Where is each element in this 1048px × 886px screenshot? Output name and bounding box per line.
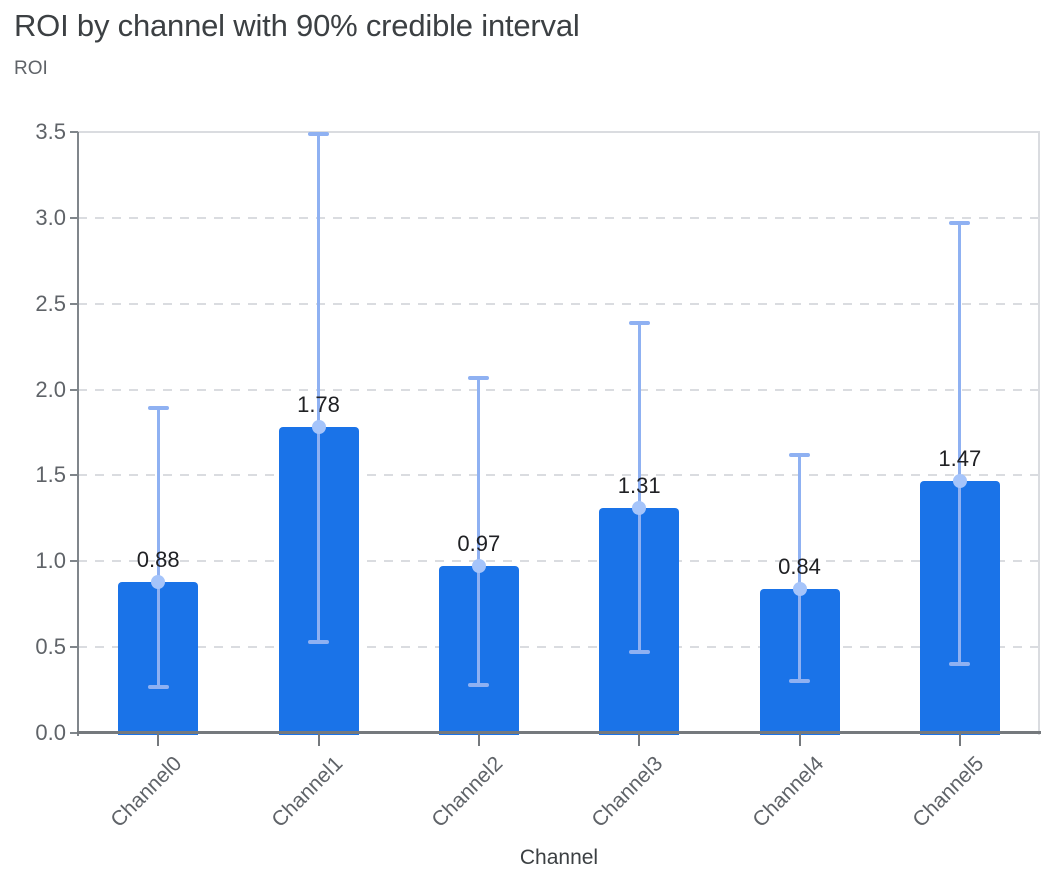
- error-bar-line: [156, 408, 160, 687]
- y-tick-mark: [70, 646, 78, 649]
- error-bar-line: [637, 322, 641, 653]
- bar-value-label: 1.78: [297, 392, 340, 418]
- error-bar-cap-bottom: [147, 684, 169, 689]
- error-bar-cap-top: [308, 131, 329, 136]
- y-tick-label: 2.5: [35, 290, 66, 316]
- error-bar-cap-bottom: [949, 662, 971, 667]
- mean-dot: [471, 559, 486, 574]
- y-tick-label: 2.0: [35, 376, 66, 402]
- error-bar-line: [317, 133, 320, 642]
- gridline: [78, 474, 1040, 477]
- y-tick-mark: [70, 302, 78, 305]
- error-bar-cap-bottom: [308, 639, 329, 644]
- gridline: [78, 560, 1040, 563]
- y-tick-mark: [70, 216, 78, 219]
- x-axis-title: Channel: [519, 846, 599, 869]
- x-tick-mark: [477, 734, 480, 746]
- chart-title: ROI by channel with 90% credible interva…: [14, 8, 580, 43]
- y-tick-label: 1.5: [35, 462, 66, 488]
- x-tick-label: Channel0: [106, 752, 187, 832]
- plot-top-border: [78, 131, 1040, 133]
- x-axis-line: [77, 731, 1041, 734]
- y-axis-line: [77, 132, 79, 736]
- x-tick-label: Channel2: [427, 752, 508, 832]
- error-bar-cap-bottom: [468, 682, 490, 687]
- mean-dot: [792, 581, 807, 596]
- y-tick-mark: [70, 474, 78, 477]
- y-tick-label: 3.5: [35, 119, 66, 144]
- gridline: [78, 646, 1040, 649]
- error-bar-line: [798, 454, 801, 682]
- x-tick-label: Channel5: [908, 752, 989, 832]
- y-tick-mark: [70, 131, 78, 133]
- error-bar-line: [477, 377, 481, 685]
- x-tick-mark: [638, 734, 641, 746]
- mean-dot: [952, 473, 967, 488]
- error-bar-cap-top: [468, 375, 490, 380]
- error-bar-cap-top: [147, 406, 169, 411]
- y-axis-title: ROI: [14, 58, 48, 79]
- y-tick-label: 0.5: [35, 634, 66, 660]
- x-tick-label: Channel3: [587, 752, 668, 832]
- plot-right-border: [1038, 132, 1040, 735]
- x-tick-label: Channel1: [266, 752, 347, 832]
- y-tick-mark: [70, 732, 78, 734]
- error-bar-cap-bottom: [789, 679, 810, 684]
- gridline: [78, 302, 1040, 305]
- bar-value-label: 0.84: [778, 553, 821, 579]
- bar-value-label: 1.47: [938, 445, 982, 471]
- error-bar-cap-top: [628, 320, 650, 325]
- x-tick-label: Channel4: [747, 752, 828, 832]
- y-tick-label: 3.0: [35, 204, 66, 230]
- bar-value-label: 0.88: [136, 546, 180, 572]
- error-bar-cap-top: [789, 452, 810, 457]
- gridline: [78, 388, 1040, 391]
- mean-dot: [632, 501, 647, 516]
- y-tick-mark: [70, 560, 78, 563]
- error-bar-line: [958, 223, 962, 665]
- x-tick-mark: [317, 734, 320, 746]
- mean-dot: [311, 420, 326, 435]
- bar-value-label: 1.31: [617, 473, 661, 499]
- error-bar-cap-top: [949, 221, 971, 225]
- x-tick-mark: [958, 734, 961, 746]
- error-bar-cap-bottom: [628, 650, 650, 655]
- gridline: [78, 216, 1040, 219]
- bar-value-label: 0.97: [457, 531, 501, 557]
- y-tick-mark: [70, 388, 78, 391]
- y-tick-label: 0.0: [35, 720, 66, 745]
- x-tick-mark: [157, 734, 160, 746]
- mean-dot: [151, 574, 166, 589]
- x-tick-mark: [798, 734, 801, 746]
- y-tick-label: 1.0: [35, 548, 66, 574]
